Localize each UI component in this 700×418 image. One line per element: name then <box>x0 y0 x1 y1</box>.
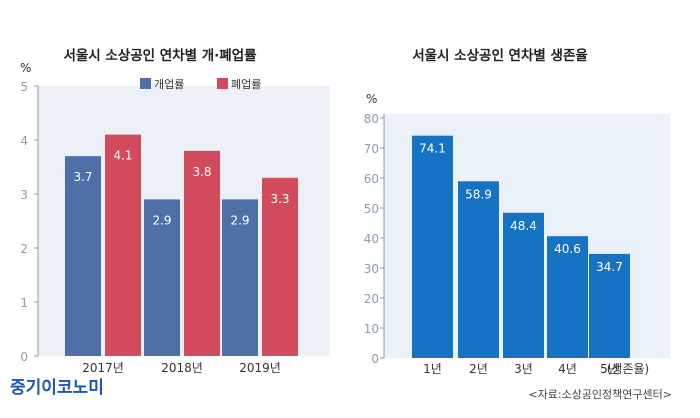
left-bar <box>105 134 141 356</box>
right-chart-title: 서울시 소상공인 연차별 생존율 <box>412 47 588 64</box>
right-tick-label: 70 <box>364 142 379 156</box>
right-bar <box>547 236 588 358</box>
left-category-label: 2018년 <box>161 361 203 375</box>
right-category-label: 5년 <box>600 362 619 376</box>
right-bars: 74.1 1년 58.9 2년 48.4 3년 40.6 4년 34.7 5년 <box>412 135 630 376</box>
right-bar-label: 74.1 <box>419 142 446 156</box>
left-bar <box>262 177 298 356</box>
right-bar-label: 58.9 <box>465 187 492 201</box>
legend-label-close: 폐업률 <box>231 78 261 91</box>
right-tick-label: 20 <box>364 292 379 306</box>
left-tick-label: 4 <box>20 134 28 148</box>
left-bar-label: 3.8 <box>192 165 211 179</box>
brand-logo: 중기이코노미 <box>10 378 104 398</box>
right-tick-label: 30 <box>364 262 379 276</box>
left-bar-label: 3.3 <box>270 192 289 206</box>
legend-swatch-open <box>140 78 151 89</box>
right-bar <box>458 181 499 358</box>
left-tick-label: 3 <box>20 188 28 202</box>
right-bar <box>503 212 544 358</box>
right-x-suffix: (생존율) <box>607 362 649 376</box>
left-category-label: 2019년 <box>239 361 281 375</box>
right-tick-label: 40 <box>364 232 379 246</box>
left-bar-label: 4.1 <box>113 149 132 163</box>
left-bar <box>144 199 180 356</box>
right-category-label: 4년 <box>558 362 577 376</box>
left-category-label: 2017년 <box>82 361 124 375</box>
left-bar-label: 3.7 <box>73 170 92 184</box>
right-tick-label: 50 <box>364 202 379 216</box>
left-tick-label: 2 <box>20 242 28 256</box>
left-tick-label: 1 <box>20 296 28 310</box>
right-tick-label: 10 <box>364 322 379 336</box>
right-y-unit: % <box>366 92 377 106</box>
left-bar <box>222 199 258 356</box>
right-category-label: 2년 <box>469 362 488 376</box>
right-tick-label: 0 <box>371 352 379 366</box>
left-chart-title: 서울시 소상공인 연차별 개·폐업률 <box>63 47 257 64</box>
legend-swatch-close <box>217 78 228 89</box>
right-tick-label: 80 <box>364 112 379 126</box>
left-bar <box>65 156 101 356</box>
right-tick-label: 60 <box>364 172 379 186</box>
left-tick-label: 5 <box>20 80 28 94</box>
legend-label-open: 개업률 <box>154 78 184 91</box>
right-y-axis: 0 10 20 30 40 50 60 70 80 <box>364 112 385 366</box>
left-bar-label: 2.9 <box>230 213 249 227</box>
right-bar-label: 40.6 <box>554 242 581 256</box>
right-category-label: 3년 <box>514 362 533 376</box>
source-note: <자료:소상공인정책연구센터> <box>528 388 672 401</box>
left-y-unit: % <box>20 61 31 75</box>
left-y-axis: 0 1 2 3 4 5 <box>20 80 39 364</box>
left-tick-label: 0 <box>20 350 28 364</box>
left-bar <box>184 150 220 356</box>
right-bar-label: 48.4 <box>510 219 537 233</box>
left-bar-label: 2.9 <box>152 213 171 227</box>
right-bar <box>412 135 453 358</box>
left-legend: 개업률 폐업률 <box>140 78 261 91</box>
right-bar <box>589 253 630 358</box>
right-bar-label: 34.7 <box>596 260 623 274</box>
right-category-label: 1년 <box>423 362 442 376</box>
left-bars: 3.7 4.1 2017년 2.9 3.8 2018년 2.9 3.3 2019년 <box>65 134 298 375</box>
